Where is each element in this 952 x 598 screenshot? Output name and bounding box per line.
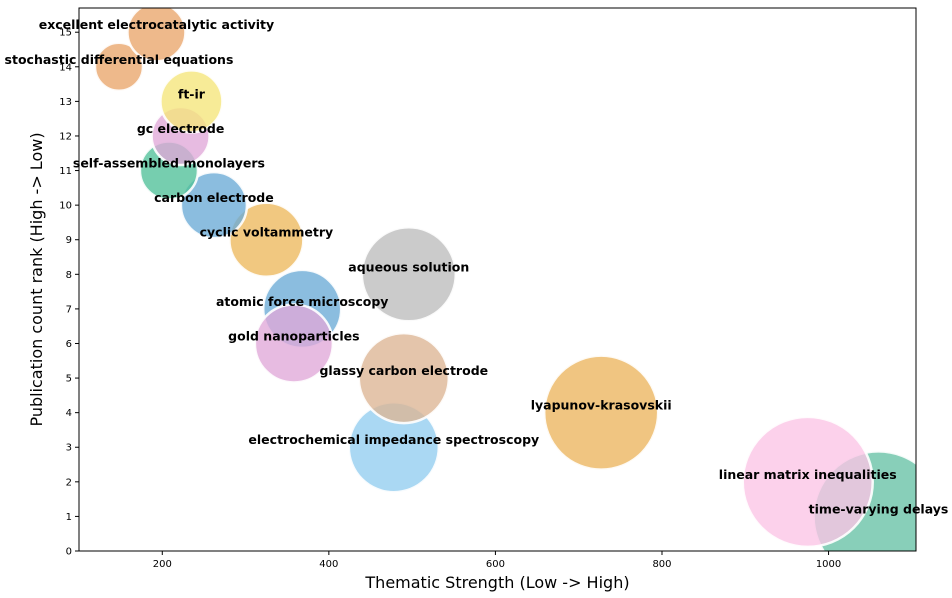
bubble-label-12: ft-ir (178, 86, 206, 101)
y-tick-label-12: 12 (59, 131, 72, 142)
bubble-label-7: gold nanoparticles (228, 328, 359, 343)
bubble-8 (228, 201, 305, 278)
y-tick-label-15: 15 (59, 28, 72, 39)
bubbles-layer (93, 8, 916, 551)
y-tick-label-4: 4 (66, 408, 72, 419)
x-tick-label-4: 1000 (816, 559, 841, 570)
bubble-label-8: cyclic voltammetry (200, 225, 334, 240)
plot-frame (78, 7, 917, 552)
bubble-label-5: aqueous solution (348, 259, 469, 274)
y-tick-label-13: 13 (59, 97, 72, 108)
y-tick-label-8: 8 (66, 270, 72, 281)
bubble-labels-layer: time-varying delays linear matrix inequal… (5, 17, 949, 516)
bubble-1 (741, 415, 874, 549)
bubble-13 (93, 41, 145, 93)
bubble-5 (360, 226, 458, 323)
y-tick-label-2: 2 (66, 477, 72, 488)
bubble-label-10: self-assembled monolayers (73, 156, 265, 171)
y-tick-label-0: 0 (66, 547, 72, 558)
bubble-label-13: stochastic differential equations (5, 52, 234, 67)
x-tick-label-0: 200 (153, 559, 172, 570)
bubble-9 (179, 170, 249, 240)
y-tick-label-9: 9 (66, 235, 72, 246)
y-tick-label-10: 10 (59, 201, 72, 212)
y-tick-label-7: 7 (66, 304, 72, 315)
bubble-label-14: excellent electrocatalytic activity (39, 17, 274, 32)
y-tick-label-6: 6 (66, 339, 72, 350)
bubble-label-11: gc electrode (137, 121, 225, 136)
y-tick-label-11: 11 (59, 166, 72, 177)
bubble-14 (126, 8, 187, 63)
bubble-2 (542, 354, 660, 471)
bubble-label-3: electrochemical impedance spectroscopy (248, 432, 539, 447)
y-tick-label-5: 5 (66, 374, 72, 385)
bubble-label-9: carbon electrode (154, 190, 274, 205)
x-axis: 200 400 600 800 1000 (153, 551, 841, 570)
bubble-label-1: linear matrix inequalities (719, 467, 897, 482)
y-tick-label-3: 3 (66, 443, 72, 454)
bubble-12 (159, 69, 224, 134)
bubble-7 (253, 303, 335, 384)
bubble-label-2: lyapunov-krasovskii (531, 398, 672, 413)
y-tick-label-14: 14 (59, 62, 72, 73)
x-tick-label-2: 600 (486, 559, 505, 570)
bubble-4 (357, 331, 451, 425)
bubble-label-4: glassy carbon electrode (319, 363, 488, 378)
bubble-label-6: atomic force microscopy (216, 294, 389, 309)
y-axis-title: Publication count rank (High -> Low) (27, 132, 46, 426)
y-tick-label-1: 1 (66, 512, 72, 523)
x-tick-label-3: 800 (652, 559, 671, 570)
x-tick-label-1: 400 (319, 559, 338, 570)
bubble-label-0: time-varying delays (809, 501, 949, 516)
x-axis-title: Thematic Strength (Low -> High) (364, 573, 629, 592)
